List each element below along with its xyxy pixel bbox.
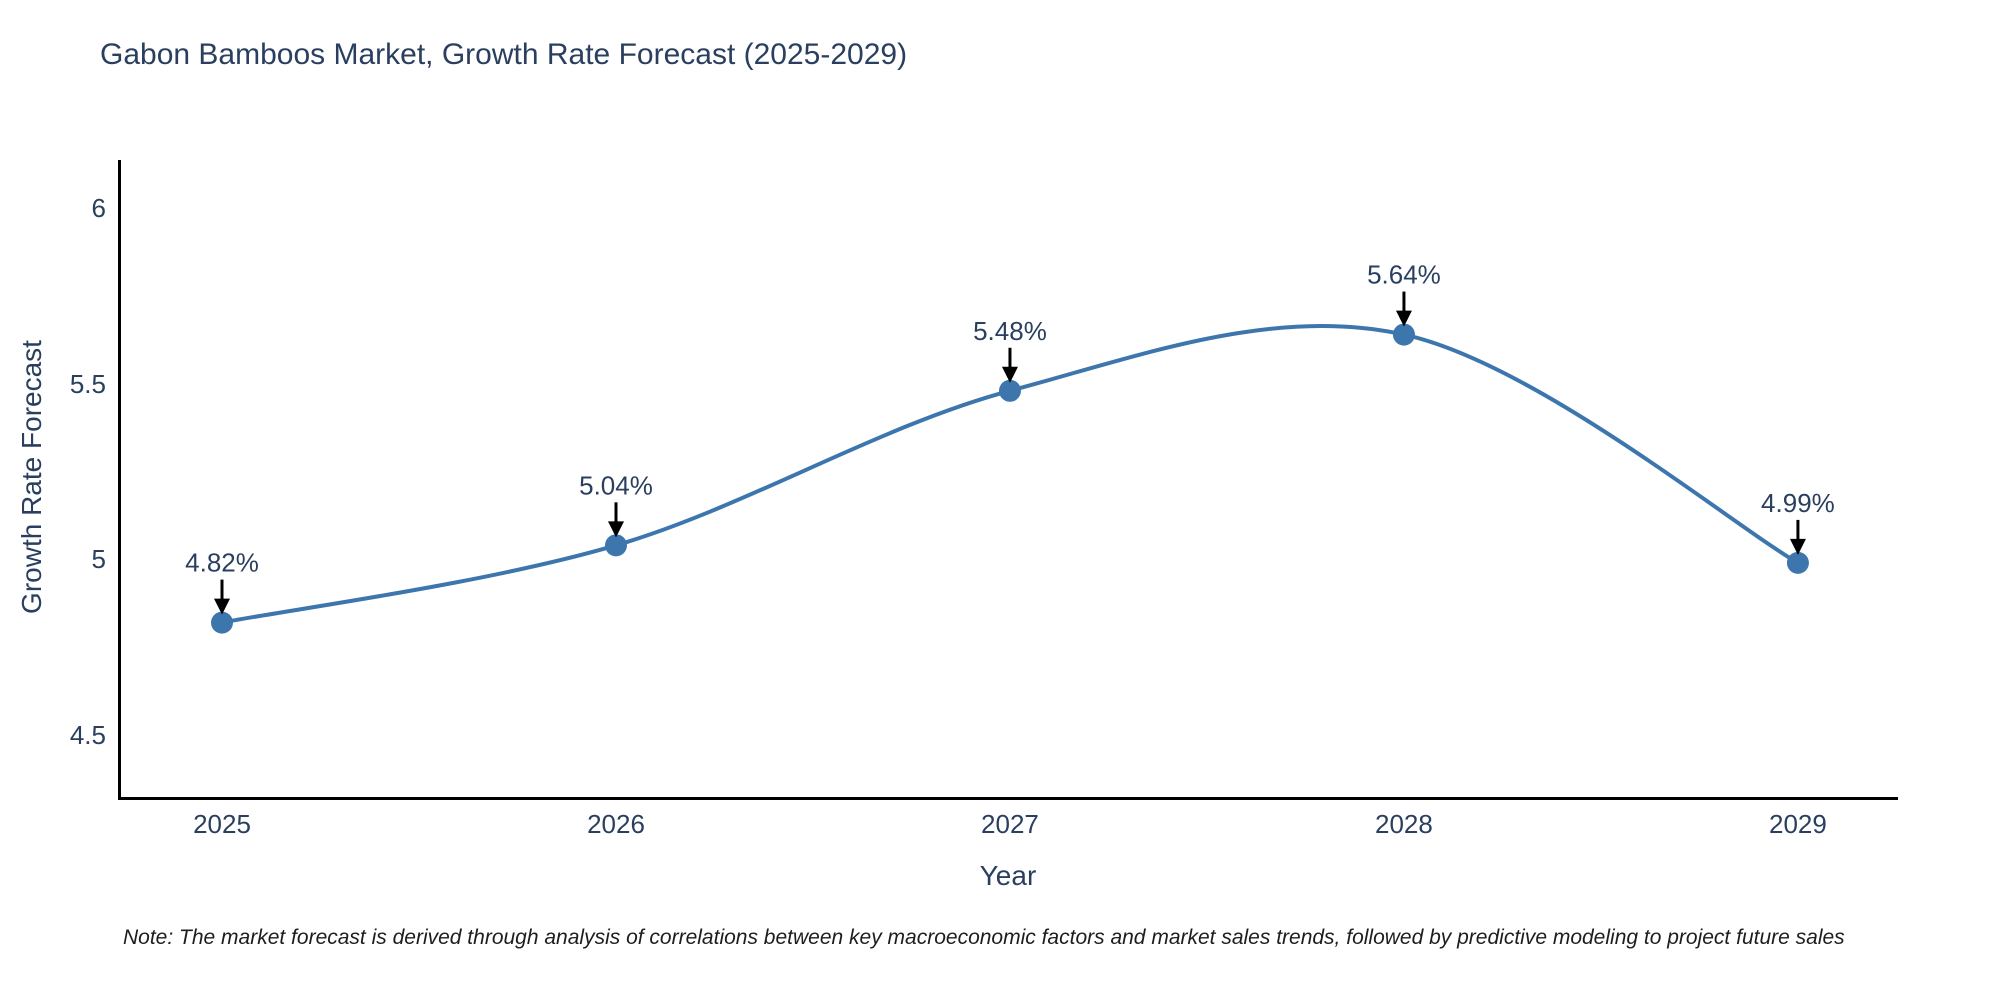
chart-title: Gabon Bamboos Market, Growth Rate Foreca… (100, 38, 908, 71)
footnote: Note: The market forecast is derived thr… (123, 926, 1845, 949)
x-tick-label: 2029 (1769, 809, 1827, 839)
data-point[interactable] (604, 534, 627, 557)
point-annotation: 5.04% (579, 470, 653, 500)
x-tick-label: 2025 (193, 809, 251, 839)
x-axis-title: Year (979, 860, 1037, 891)
annotation-arrowhead (1789, 538, 1806, 555)
x-tick-label: 2026 (587, 809, 645, 839)
y-axis-title: Growth Rate Forecast (16, 340, 47, 614)
annotation-arrowhead (1001, 366, 1018, 383)
data-point[interactable] (1786, 551, 1809, 574)
annotation-arrowhead (607, 521, 624, 538)
point-annotation: 5.48% (973, 316, 1047, 346)
data-point[interactable] (998, 379, 1021, 402)
point-annotation: 4.82% (185, 548, 259, 578)
plot-area: 4.82% 5.04% 5.48% 5.64% 4.99% (118, 160, 1898, 800)
y-tick-label: 4.5 (69, 720, 106, 751)
x-tick-label: 2028 (1375, 809, 1433, 839)
x-tick-label: 2027 (981, 809, 1039, 839)
y-tick-label: 6 (91, 193, 106, 224)
y-tick-label: 5 (91, 544, 106, 575)
annotation-arrowhead (214, 598, 231, 615)
annotation-arrowhead (1395, 310, 1412, 327)
point-annotation: 4.99% (1761, 488, 1835, 518)
point-annotation: 5.64% (1367, 260, 1441, 290)
y-tick-label: 5.5 (69, 368, 106, 399)
data-point[interactable] (1392, 323, 1415, 346)
data-point[interactable] (211, 611, 234, 634)
